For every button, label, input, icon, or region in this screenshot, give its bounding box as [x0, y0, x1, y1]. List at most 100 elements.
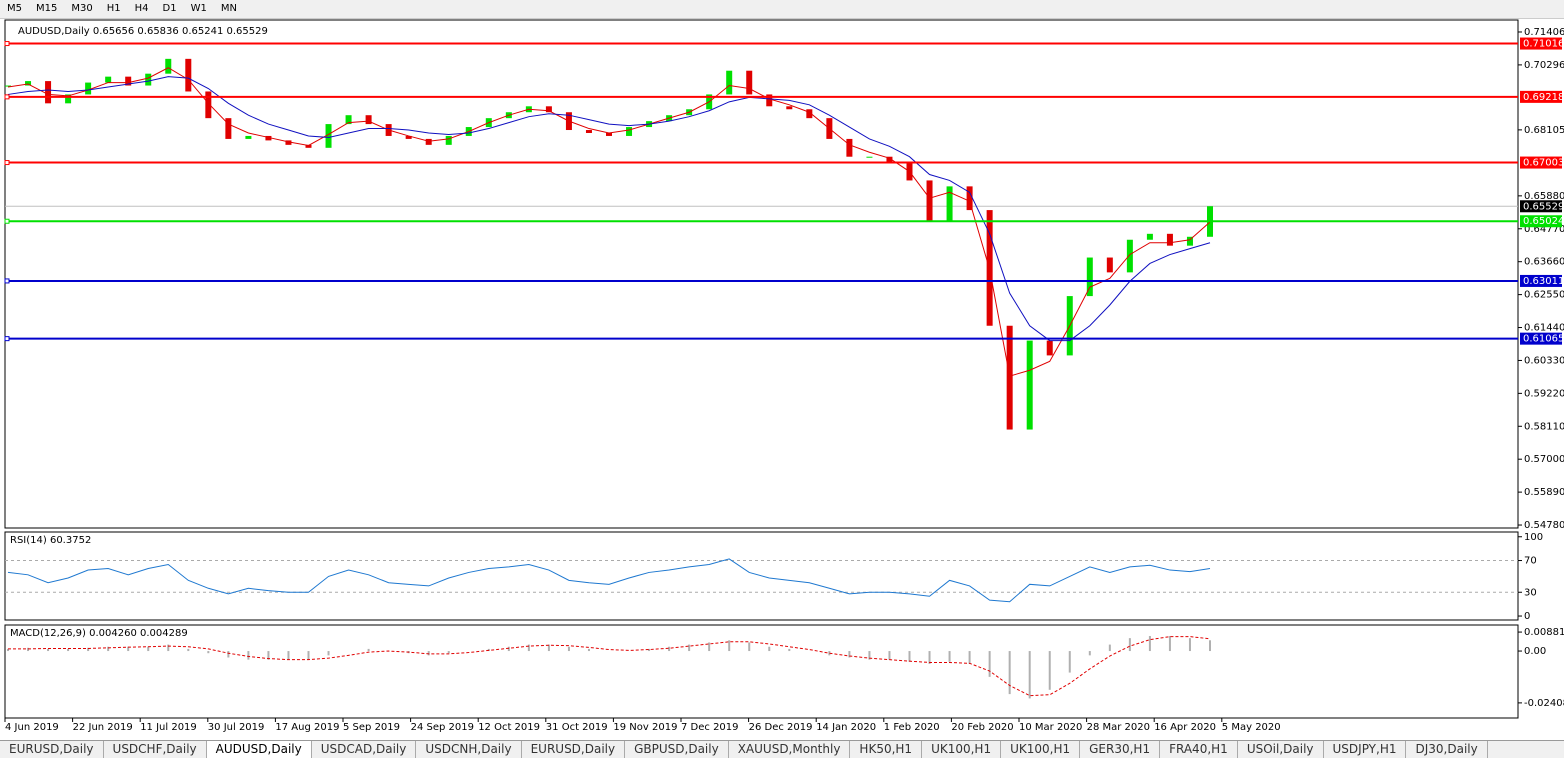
- symbol-tab[interactable]: EURUSD,Daily: [522, 741, 626, 758]
- candle: [886, 156, 893, 163]
- candle: [425, 138, 432, 145]
- candle: [1126, 239, 1133, 273]
- candle: [1046, 340, 1053, 356]
- symbol-tab[interactable]: GER30,H1: [1080, 741, 1161, 758]
- candle: [325, 124, 332, 148]
- y-tick-label: 0.63660: [1524, 257, 1564, 268]
- timeframe-button[interactable]: M15: [36, 3, 58, 14]
- x-tick-label: 30 Jul 2019: [208, 722, 265, 733]
- candle: [606, 132, 612, 136]
- timeframe-button[interactable]: D1: [162, 3, 177, 14]
- level-label-box: [1520, 156, 1562, 169]
- price-label-box: [1520, 200, 1562, 213]
- symbol-tab[interactable]: AUDUSD,Daily: [206, 741, 312, 758]
- timeframe-button[interactable]: H1: [106, 3, 121, 14]
- level-anchor: [4, 336, 10, 342]
- x-tick-label: 4 Jun 2019: [5, 722, 59, 733]
- y-tick-label: 0.55890: [1524, 487, 1564, 498]
- x-tick-label: 5 Sep 2019: [343, 722, 400, 733]
- candle: [946, 186, 953, 222]
- candle: [1026, 340, 1033, 430]
- y-tick-label: 0.70296: [1524, 60, 1564, 71]
- level-anchor: [4, 278, 10, 284]
- y-tick-label: 0.58110: [1524, 421, 1564, 432]
- timeframe-button[interactable]: M30: [71, 3, 93, 14]
- level-label: 0.67003: [1523, 158, 1564, 169]
- chart-content: 0.71406 0.70296 0.68105 0.65880 0.64770 0.636…: [4, 27, 1564, 733]
- timeframe-button[interactable]: H4: [134, 3, 149, 14]
- x-tick-label: 1 Feb 2020: [884, 722, 940, 733]
- timeframe-toolbar: M5 M15 M30 H1 H4 D1 W1 MN: [0, 0, 1564, 19]
- timeframe-button[interactable]: W1: [190, 3, 207, 14]
- candle: [926, 180, 933, 222]
- moving-average: [7, 67, 1211, 377]
- x-tick-label: 16 Apr 2020: [1154, 722, 1216, 733]
- candle: [205, 91, 212, 119]
- symbol-tab[interactable]: FRA40,H1: [1160, 741, 1238, 758]
- candle: [626, 127, 633, 136]
- level-label: 0.63011: [1523, 276, 1564, 287]
- level-label: 0.65024: [1523, 216, 1564, 227]
- macd-signal: [8, 636, 1211, 697]
- candle: [846, 138, 853, 157]
- x-tick-label: 22 Jun 2019: [73, 722, 133, 733]
- x-tick-label: 10 Mar 2020: [1019, 722, 1082, 733]
- symbol-tab[interactable]: XAUUSD,Monthly: [729, 741, 851, 758]
- symbol-tab[interactable]: EURUSD,Daily: [0, 741, 104, 758]
- candle: [726, 70, 733, 95]
- x-tick-label: 12 Oct 2019: [478, 722, 540, 733]
- candle: [585, 130, 592, 133]
- rsi-title: RSI(14) 60.3752: [10, 535, 91, 546]
- level-anchor: [4, 94, 10, 100]
- timeframe-button[interactable]: MN: [220, 3, 237, 14]
- symbol-tab[interactable]: HK50,H1: [850, 741, 923, 758]
- candle: [1006, 325, 1013, 430]
- x-tick-label: 24 Sep 2019: [411, 722, 474, 733]
- candle: [145, 73, 152, 86]
- level-label-box: [1520, 37, 1562, 50]
- x-tick-label: 11 Jul 2019: [140, 722, 197, 733]
- y-tick-label: 0.62550: [1524, 290, 1564, 301]
- symbol-tab[interactable]: USDCAD,Daily: [312, 741, 417, 758]
- candle: [185, 58, 192, 92]
- price-label: 0.65529: [1523, 201, 1564, 212]
- candle: [245, 135, 252, 139]
- candle: [445, 135, 452, 145]
- x-tick-label: 17 Aug 2019: [275, 722, 339, 733]
- symbol-tab[interactable]: USDCHF,Daily: [104, 741, 207, 758]
- candle: [365, 115, 372, 125]
- timeframe-button[interactable]: M5: [7, 3, 22, 14]
- symbol-tab[interactable]: USOil,Daily: [1238, 741, 1324, 758]
- level-label-box: [1520, 90, 1562, 103]
- level-label: 0.61065: [1523, 334, 1564, 345]
- y-tick-label: 0.68105: [1524, 125, 1564, 136]
- level-anchor: [4, 41, 10, 47]
- x-tick-label: 26 Dec 2019: [749, 722, 813, 733]
- candle: [265, 135, 272, 141]
- candle: [1086, 257, 1093, 297]
- level-label-box: [1520, 215, 1562, 228]
- x-tick-label: 20 Feb 2020: [951, 722, 1013, 733]
- rsi-panel: [4, 531, 1519, 621]
- symbol-tab[interactable]: USDJPY,H1: [1324, 741, 1407, 758]
- candle: [746, 70, 753, 95]
- candle: [766, 94, 773, 107]
- symbol-tab[interactable]: DJ30,Daily: [1406, 741, 1488, 758]
- candle: [45, 81, 52, 104]
- candle: [5, 85, 11, 87]
- y-tick-label: 30: [1524, 587, 1537, 598]
- symbol-tab[interactable]: UK100,H1: [1001, 741, 1081, 758]
- candle: [866, 156, 873, 158]
- symbol-tab[interactable]: UK100,H1: [922, 741, 1002, 758]
- candle: [545, 106, 552, 113]
- symbol-tab[interactable]: GBPUSD,Daily: [625, 741, 729, 758]
- candle: [966, 186, 973, 211]
- symbol-tab[interactable]: USDCNH,Daily: [416, 741, 522, 758]
- y-tick-label: 0.64770: [1524, 224, 1564, 235]
- y-tick-label: 100: [1524, 532, 1543, 543]
- candle: [405, 135, 412, 139]
- candle: [125, 76, 132, 86]
- candle: [285, 140, 292, 145]
- y-tick-label: 0: [1524, 611, 1530, 622]
- x-tick-label: 5 May 2020: [1222, 722, 1281, 733]
